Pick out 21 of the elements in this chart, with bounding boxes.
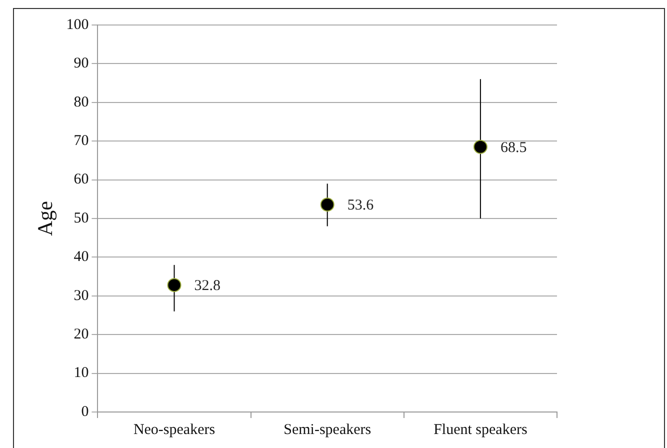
data-label: 32.8: [194, 278, 220, 294]
x-tick-label: Fluent speakers: [434, 422, 528, 438]
point: [473, 140, 488, 154]
y-tick-label: 40: [74, 249, 89, 266]
y-axis-title: Age: [33, 201, 58, 236]
x-tick-label: Neo-speakers: [133, 422, 216, 438]
data-label: 53.6: [347, 198, 374, 214]
y-tick-label: 60: [74, 172, 89, 188]
y-tick-label: 80: [74, 94, 89, 110]
point: [167, 278, 182, 292]
data-label: 68.5: [500, 140, 527, 156]
y-tick-label: 100: [66, 16, 89, 33]
y-tick-label: 50: [74, 210, 89, 226]
y-tick-label: 90: [74, 56, 89, 72]
y-tick-label: 30: [74, 288, 89, 304]
y-tick-label: 0: [81, 404, 89, 420]
point: [320, 198, 334, 212]
y-tick-label: 20: [74, 326, 89, 343]
y-tick-label: 10: [74, 365, 89, 382]
x-tick-label: Semi-speakers: [284, 422, 372, 438]
y-tick-label: 70: [74, 133, 89, 150]
